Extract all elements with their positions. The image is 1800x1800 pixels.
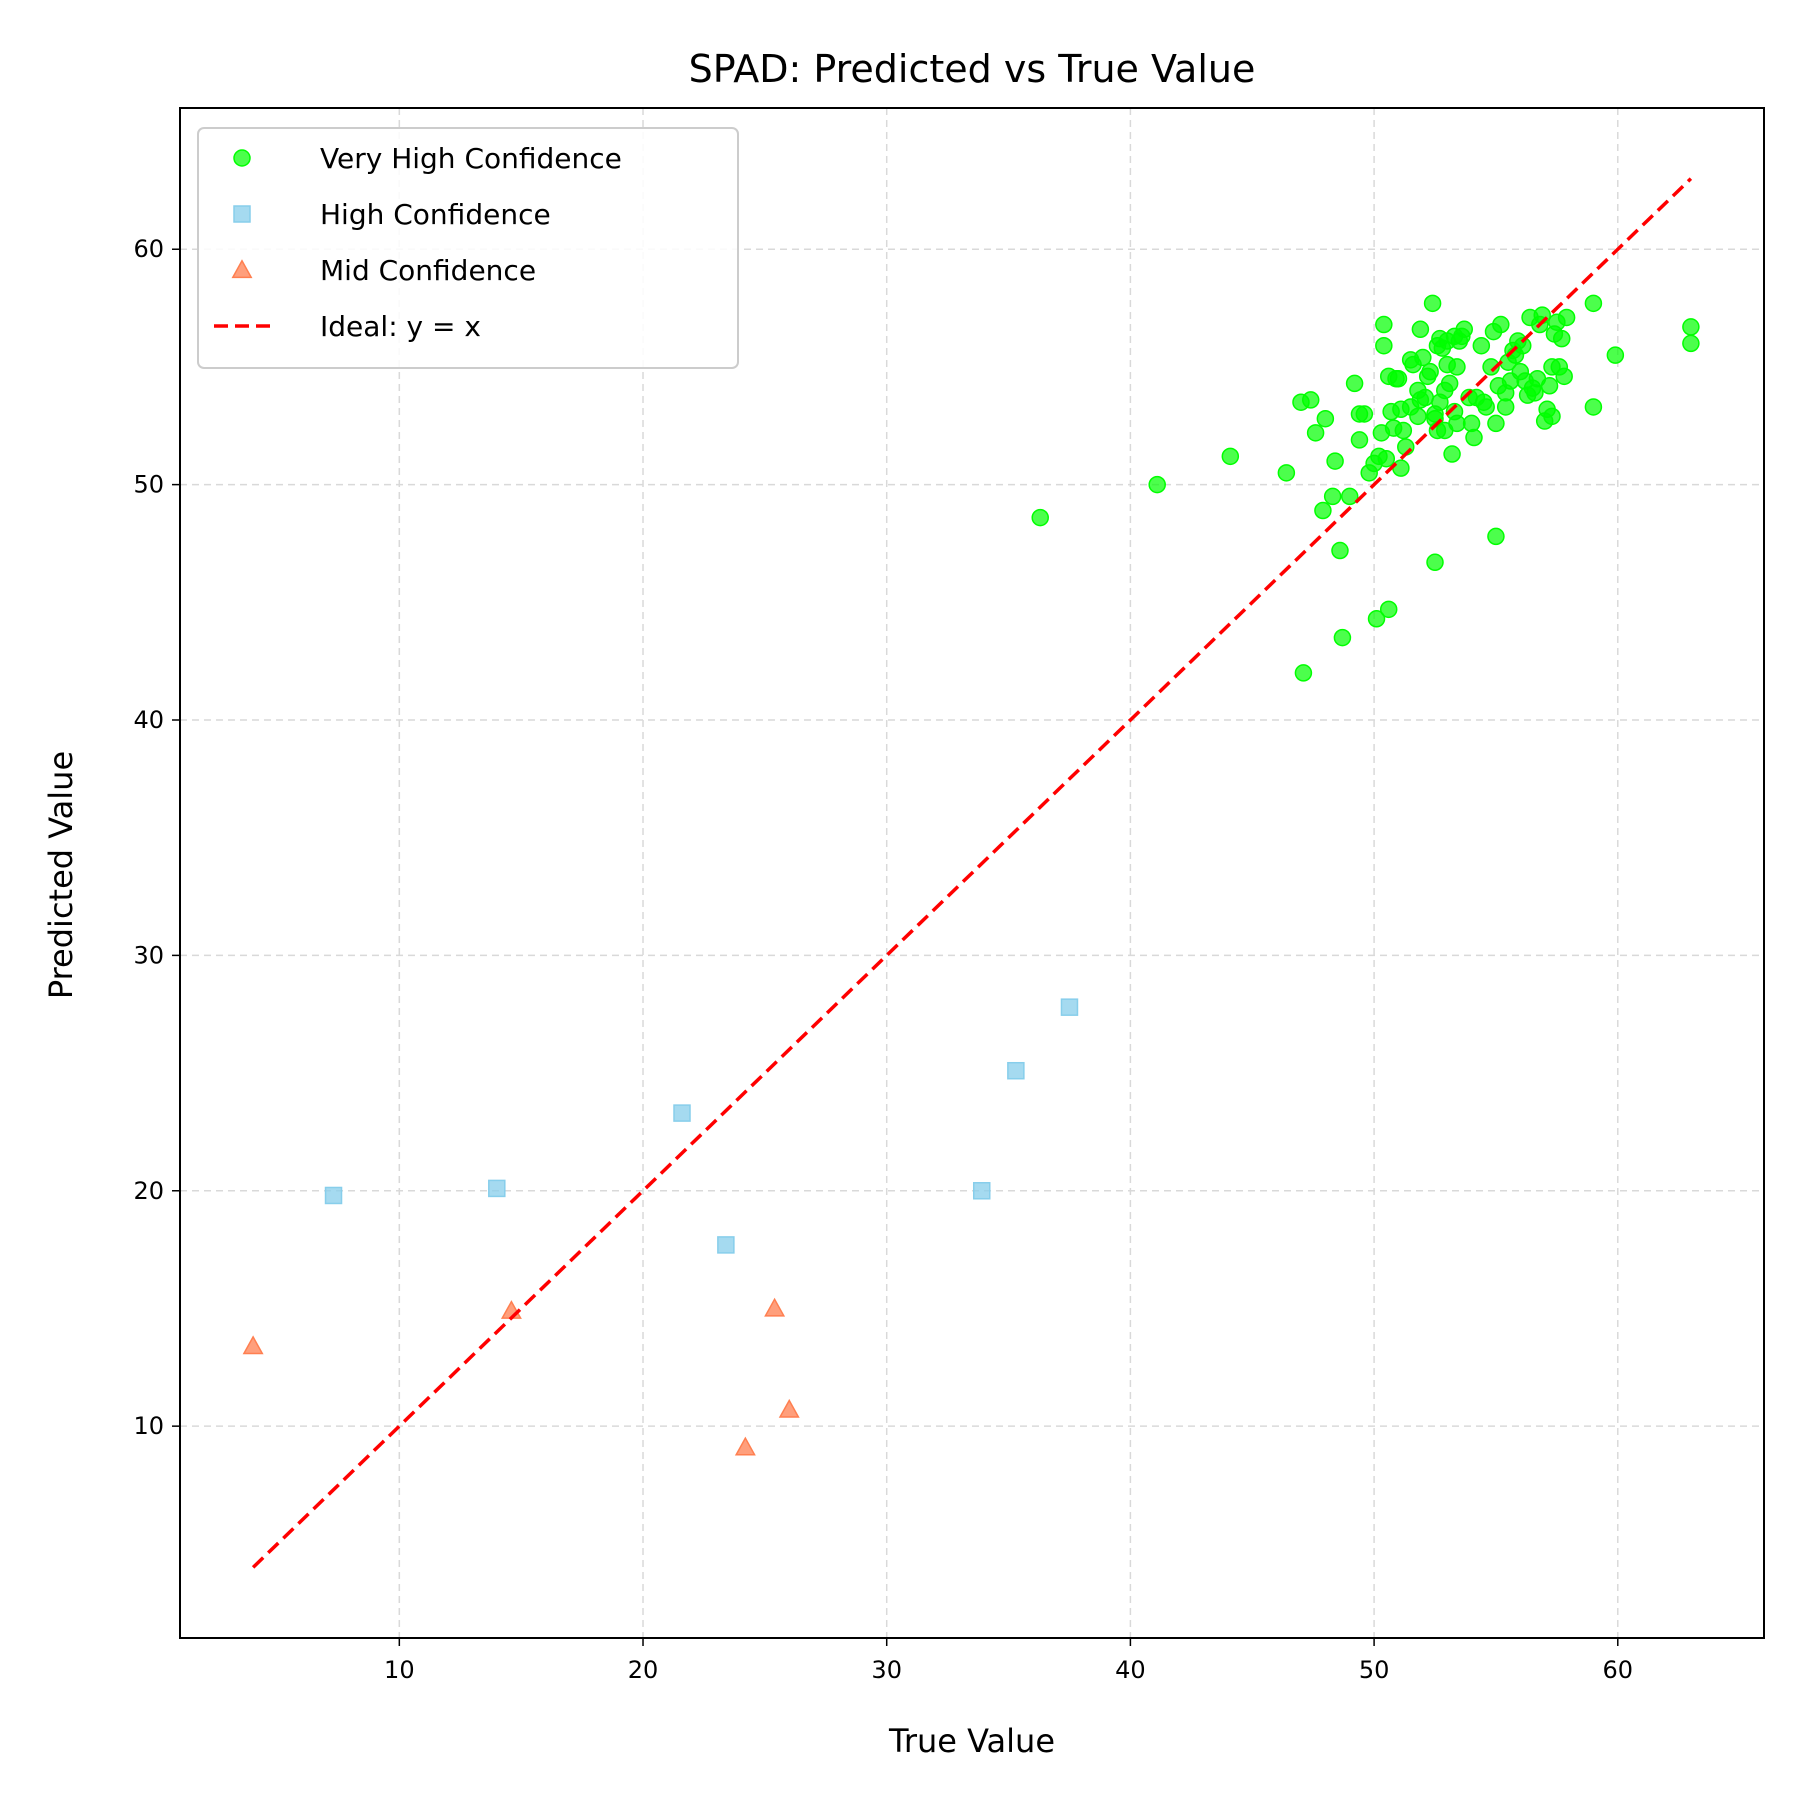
x-tick-label: 20	[628, 1656, 659, 1684]
x-axis-label: True Value	[888, 1722, 1055, 1760]
very-high-confidence-point	[1375, 315, 1393, 334]
data-marks	[242, 177, 1700, 1569]
very-high-confidence-point	[1540, 377, 1559, 395]
very-high-confidence-point	[1426, 553, 1444, 572]
legend: Very High Confidence High Confidence Mid C…	[197, 127, 739, 369]
very-high-confidence-point	[1448, 358, 1466, 376]
legend-box	[197, 127, 739, 369]
x-tick-label: 30	[871, 1656, 902, 1684]
very-high-confidence-point	[1557, 308, 1576, 327]
very-high-confidence-point	[1377, 449, 1396, 468]
very-high-confidence-point	[1355, 405, 1374, 423]
high-confidence-point	[1060, 998, 1079, 1016]
very-high-confidence-point	[1526, 384, 1544, 402]
high-confidence-point	[324, 1186, 343, 1205]
very-high-confidence-point	[1416, 388, 1435, 407]
legend-key-triangle	[231, 259, 253, 279]
mid-confidence-point	[734, 1436, 756, 1456]
legend-key-square	[233, 205, 251, 223]
very-high-confidence-point	[1316, 409, 1335, 428]
y-tick-label: 60	[133, 235, 164, 263]
very-high-confidence-point	[1513, 336, 1532, 355]
very-high-confidence-point	[1294, 664, 1313, 682]
very-high-confidence-point	[1462, 414, 1481, 433]
very-high-confidence-point	[1421, 362, 1439, 381]
very-high-confidence-point	[1409, 407, 1427, 426]
very-high-confidence-point	[1543, 407, 1561, 426]
very-high-confidence-point	[1443, 445, 1461, 463]
very-high-confidence-point	[1492, 315, 1510, 334]
very-high-confidence-point	[1584, 398, 1603, 416]
plot-frame	[179, 107, 1765, 1639]
very-high-confidence-point	[1465, 428, 1483, 447]
very-high-confidence-point	[1306, 424, 1325, 442]
mid-confidence-point	[764, 1297, 786, 1317]
very-high-confidence-point	[1448, 414, 1466, 433]
very-high-confidence-point	[1148, 475, 1166, 494]
very-high-confidence-point	[1555, 367, 1573, 386]
y-tick-label: 40	[133, 706, 164, 734]
legend-label: Mid Confidence	[320, 254, 536, 287]
very-high-confidence-point	[1682, 318, 1700, 336]
very-high-confidence-point	[1221, 447, 1240, 466]
grid	[180, 108, 1764, 1638]
x-tick-label: 60	[1603, 1656, 1634, 1684]
very-high-confidence-point	[1487, 527, 1505, 546]
very-high-confidence-point	[1350, 431, 1369, 449]
very-high-confidence-point	[1379, 600, 1398, 619]
very-high-confidence-point	[1331, 541, 1349, 560]
very-high-confidence-point	[1411, 320, 1430, 339]
very-high-confidence-point	[1455, 320, 1474, 339]
very-high-confidence-point	[1482, 358, 1500, 376]
very-high-confidence-point	[1477, 398, 1495, 416]
very-high-confidence-point	[1389, 369, 1408, 388]
high-confidence-point	[972, 1182, 991, 1200]
mid-confidence-point	[778, 1398, 800, 1418]
y-tick-label: 20	[133, 1177, 164, 1205]
legend-label: High Confidence	[320, 198, 551, 231]
very-high-confidence-point	[1394, 421, 1413, 440]
very-high-confidence-point	[1423, 294, 1442, 313]
legend-label: Ideal: y = x	[320, 310, 481, 343]
very-high-confidence-point	[1472, 336, 1491, 355]
very-high-confidence-point	[1277, 464, 1296, 482]
very-high-confidence-point	[1340, 487, 1359, 506]
legend-label: Very High Confidence	[320, 142, 622, 175]
y-tick-label: 10	[133, 1412, 164, 1440]
very-high-confidence-point	[1606, 346, 1625, 364]
x-tick-label: 50	[1359, 1656, 1390, 1684]
very-high-confidence-point	[1414, 348, 1432, 367]
very-high-confidence-point	[1487, 414, 1505, 433]
y-tick-label: 30	[133, 941, 164, 969]
legend-key-circle	[233, 149, 251, 167]
high-confidence-point	[1007, 1061, 1025, 1080]
very-high-confidence-point	[1552, 329, 1571, 348]
very-high-confidence-point	[1584, 294, 1603, 313]
high-confidence-point	[488, 1179, 506, 1198]
x-tick-label: 10	[384, 1656, 415, 1684]
very-high-confidence-point	[1367, 610, 1386, 628]
very-high-confidence-point	[1301, 391, 1320, 409]
x-tick-label: 40	[1115, 1656, 1146, 1684]
very-high-confidence-point	[1440, 374, 1459, 393]
very-high-confidence-point	[1323, 487, 1342, 506]
very-high-confidence-point	[1682, 334, 1700, 353]
chart-title: SPAD: Predicted vs True Value	[689, 47, 1256, 91]
very-high-confidence-point	[1333, 628, 1352, 647]
y-axis-label: Predicted Value	[42, 751, 80, 999]
ideal-line	[251, 177, 1693, 1569]
high-confidence-point	[673, 1104, 691, 1122]
very-high-confidence-point	[1326, 452, 1344, 470]
very-high-confidence-point	[1375, 336, 1393, 355]
very-high-confidence-point	[1392, 459, 1410, 477]
high-confidence-point	[717, 1236, 735, 1254]
mid-confidence-point	[242, 1335, 264, 1355]
very-high-confidence-point	[1031, 508, 1049, 527]
axis-ticks: 10 20 30 40 50 60 10 20 30 40 50 60	[133, 235, 1633, 1684]
y-tick-label: 50	[133, 471, 164, 499]
very-high-confidence-point	[1345, 374, 1364, 393]
very-high-confidence-point	[1314, 501, 1332, 520]
